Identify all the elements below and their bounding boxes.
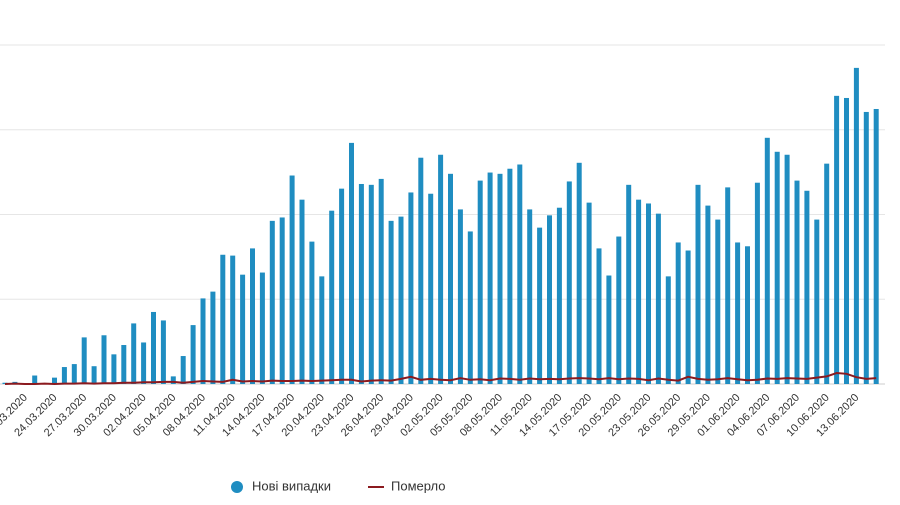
bar xyxy=(259,272,265,384)
bar xyxy=(210,291,216,384)
bar xyxy=(309,241,315,384)
bar xyxy=(32,375,38,384)
bar xyxy=(368,184,374,384)
bar xyxy=(408,192,414,384)
bar xyxy=(71,364,77,384)
bar xyxy=(448,173,453,384)
bar xyxy=(725,187,731,384)
bar xyxy=(774,151,780,384)
bar xyxy=(794,180,800,384)
bar xyxy=(269,220,275,384)
legend: Нові випадки Померло xyxy=(231,478,446,493)
bar xyxy=(754,182,760,384)
bar xyxy=(438,154,444,384)
bar xyxy=(91,366,97,384)
bar xyxy=(745,246,750,384)
bar xyxy=(299,199,305,384)
bar xyxy=(151,311,156,384)
bar xyxy=(388,220,394,384)
legend-label: Нові випадки xyxy=(252,478,331,493)
bar xyxy=(497,173,503,384)
bar xyxy=(586,202,592,384)
bar xyxy=(695,184,701,384)
bar xyxy=(764,137,770,384)
bar xyxy=(646,203,651,384)
bar xyxy=(844,97,849,384)
bar xyxy=(250,248,255,384)
bar xyxy=(111,354,117,384)
bar xyxy=(537,227,543,384)
bar xyxy=(675,242,681,384)
bar xyxy=(170,376,176,384)
line xyxy=(4,371,877,386)
bar xyxy=(685,250,691,384)
legend-label: Померло xyxy=(391,478,446,493)
bar xyxy=(180,356,186,384)
bar xyxy=(655,213,661,384)
bar xyxy=(319,276,325,384)
bar xyxy=(705,205,711,384)
bar xyxy=(329,210,335,384)
bar xyxy=(240,274,246,384)
bar xyxy=(279,217,285,384)
bar xyxy=(230,255,236,384)
bar xyxy=(477,180,483,384)
bar xyxy=(547,215,552,384)
bar xyxy=(487,172,493,384)
bar xyxy=(853,67,859,384)
bar xyxy=(339,188,345,384)
bar xyxy=(121,345,127,384)
bar xyxy=(428,193,434,384)
bar xyxy=(457,209,463,384)
bar xyxy=(52,377,57,384)
bar xyxy=(715,219,721,384)
bar xyxy=(467,231,473,384)
bar xyxy=(665,276,671,384)
bar xyxy=(616,236,622,384)
bar xyxy=(200,298,206,384)
bar xyxy=(735,242,741,384)
bar xyxy=(378,178,384,384)
bar xyxy=(873,108,879,384)
bar xyxy=(824,163,830,384)
bar xyxy=(556,207,562,384)
bar xyxy=(576,162,582,384)
bar xyxy=(131,323,137,384)
bar xyxy=(190,325,196,384)
bar xyxy=(349,142,354,384)
bar xyxy=(81,337,87,384)
bar xyxy=(566,181,572,384)
plot-area: 21.03.202024.03.202027.03.202030.03.2020… xyxy=(0,44,885,439)
legend-marker xyxy=(231,481,243,493)
bar xyxy=(527,209,533,384)
bar xyxy=(834,95,840,384)
bar xyxy=(626,184,632,384)
bar xyxy=(784,154,790,384)
bar xyxy=(606,275,612,384)
bar xyxy=(358,183,364,384)
bar xyxy=(418,157,424,384)
bar xyxy=(863,111,869,384)
bar xyxy=(61,367,67,384)
bar xyxy=(398,216,404,384)
bar xyxy=(636,199,642,384)
bar xyxy=(507,168,513,384)
bar xyxy=(814,219,820,384)
bar xyxy=(101,335,107,384)
bar xyxy=(289,175,295,384)
bar xyxy=(220,254,226,384)
bar xyxy=(160,320,166,384)
bar xyxy=(596,248,602,384)
bar xyxy=(141,342,147,384)
bar xyxy=(804,190,810,384)
bar xyxy=(517,164,523,384)
